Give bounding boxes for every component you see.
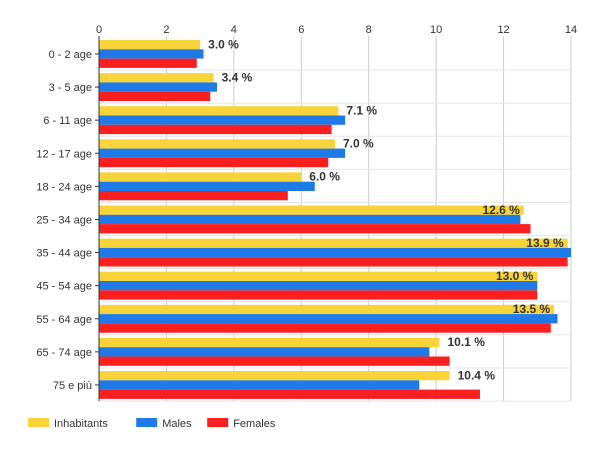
bar-inhabitants-10 <box>99 371 450 381</box>
x-tick-label: 12 <box>497 24 509 36</box>
bar-inhabitants-8 <box>99 304 555 315</box>
bar-females-7 <box>99 290 538 300</box>
bar-males-10 <box>99 380 420 390</box>
bar-males-3 <box>99 148 346 158</box>
bar-inhabitants-0 <box>99 40 201 50</box>
x-axis-ticks: 0 2 4 6 8 10 12 14 <box>96 24 577 36</box>
bar-males-6 <box>99 247 571 258</box>
bar-inhabitants-9 <box>99 337 440 348</box>
y-axis-category-labels: 0 - 2 age 3 - 5 age 6 - 11 age 12 - 17 age 1… <box>36 49 92 392</box>
bar-males-1 <box>99 82 217 92</box>
bar-males-4 <box>99 181 315 191</box>
bar-inhabitants-2 <box>99 106 339 116</box>
data-label: 10.1 % <box>448 335 486 349</box>
bar-males-2 <box>99 115 346 125</box>
legend: Inhabitants Males Females <box>28 418 276 430</box>
bar-females-3 <box>99 157 329 168</box>
legend-swatch-females <box>207 418 229 427</box>
data-label: 3.4 % <box>222 70 253 84</box>
data-label: 6.0 % <box>309 170 340 184</box>
bar-inhabitants-6 <box>99 238 568 248</box>
bar-males-7 <box>99 281 538 291</box>
y-category-label: 55 - 64 age <box>36 314 92 326</box>
bar-inhabitants-4 <box>99 172 302 182</box>
bar-females-9 <box>99 356 450 366</box>
data-label: 13.9 % <box>526 236 564 250</box>
x-tick-label: 0 <box>96 24 102 36</box>
data-label: 10.4 % <box>458 368 496 382</box>
bar-females-2 <box>99 124 332 135</box>
bar-inhabitants-5 <box>99 205 524 215</box>
bar-males-5 <box>99 214 521 225</box>
bar-females-1 <box>99 91 211 101</box>
data-labels: 3.0 % 3.4 % 7.1 % 7.0 % 6.0 % 12.6 % 13.9 % 13.… <box>208 37 564 382</box>
data-label: 7.1 % <box>346 104 377 118</box>
legend-swatch-inhabitants <box>28 418 49 427</box>
x-tick-label: 10 <box>430 24 442 36</box>
legend-swatch-males <box>136 418 158 427</box>
grid-lines <box>98 36 572 402</box>
data-label: 12.6 % <box>482 203 520 217</box>
bar-males-8 <box>99 314 558 324</box>
y-category-label: 0 - 2 age <box>49 49 92 61</box>
bar-inhabitants-1 <box>99 73 214 83</box>
bar-inhabitants-7 <box>99 271 538 281</box>
x-tick-label: 4 <box>231 24 237 36</box>
y-category-label: 65 - 74 age <box>36 347 92 359</box>
axes <box>95 36 100 401</box>
data-label: 13.0 % <box>496 269 534 283</box>
y-category-label: 3 - 5 age <box>49 82 92 94</box>
bar-females-4 <box>99 191 288 201</box>
y-category-label: 18 - 24 age <box>36 181 92 193</box>
data-label: 7.0 % <box>343 137 374 151</box>
y-category-label: 35 - 44 age <box>36 248 92 260</box>
y-category-label: 12 - 17 age <box>36 148 92 160</box>
data-label: 13.5 % <box>513 302 551 316</box>
legend-label-inhabitants: Inhabitants <box>54 418 108 430</box>
data-label: 3.0 % <box>208 37 239 51</box>
y-category-label: 75 e più <box>53 380 92 392</box>
bars <box>99 40 571 399</box>
legend-label-females: Females <box>233 418 276 430</box>
bar-females-8 <box>99 323 551 333</box>
x-tick-label: 6 <box>298 24 304 36</box>
bar-females-5 <box>99 224 531 234</box>
x-tick-label: 2 <box>163 24 169 36</box>
bar-males-9 <box>99 347 430 357</box>
y-category-label: 6 - 11 age <box>43 115 92 127</box>
bar-females-0 <box>99 58 197 68</box>
x-tick-label: 8 <box>366 24 372 36</box>
y-category-label: 45 - 54 age <box>36 281 92 293</box>
bar-inhabitants-3 <box>99 139 335 149</box>
bar-females-10 <box>99 389 480 399</box>
y-category-label: 25 - 34 age <box>36 214 92 226</box>
x-tick-label: 14 <box>565 24 577 36</box>
bar-males-0 <box>99 49 204 59</box>
legend-label-males: Males <box>162 418 192 430</box>
bar-females-6 <box>99 257 568 267</box>
